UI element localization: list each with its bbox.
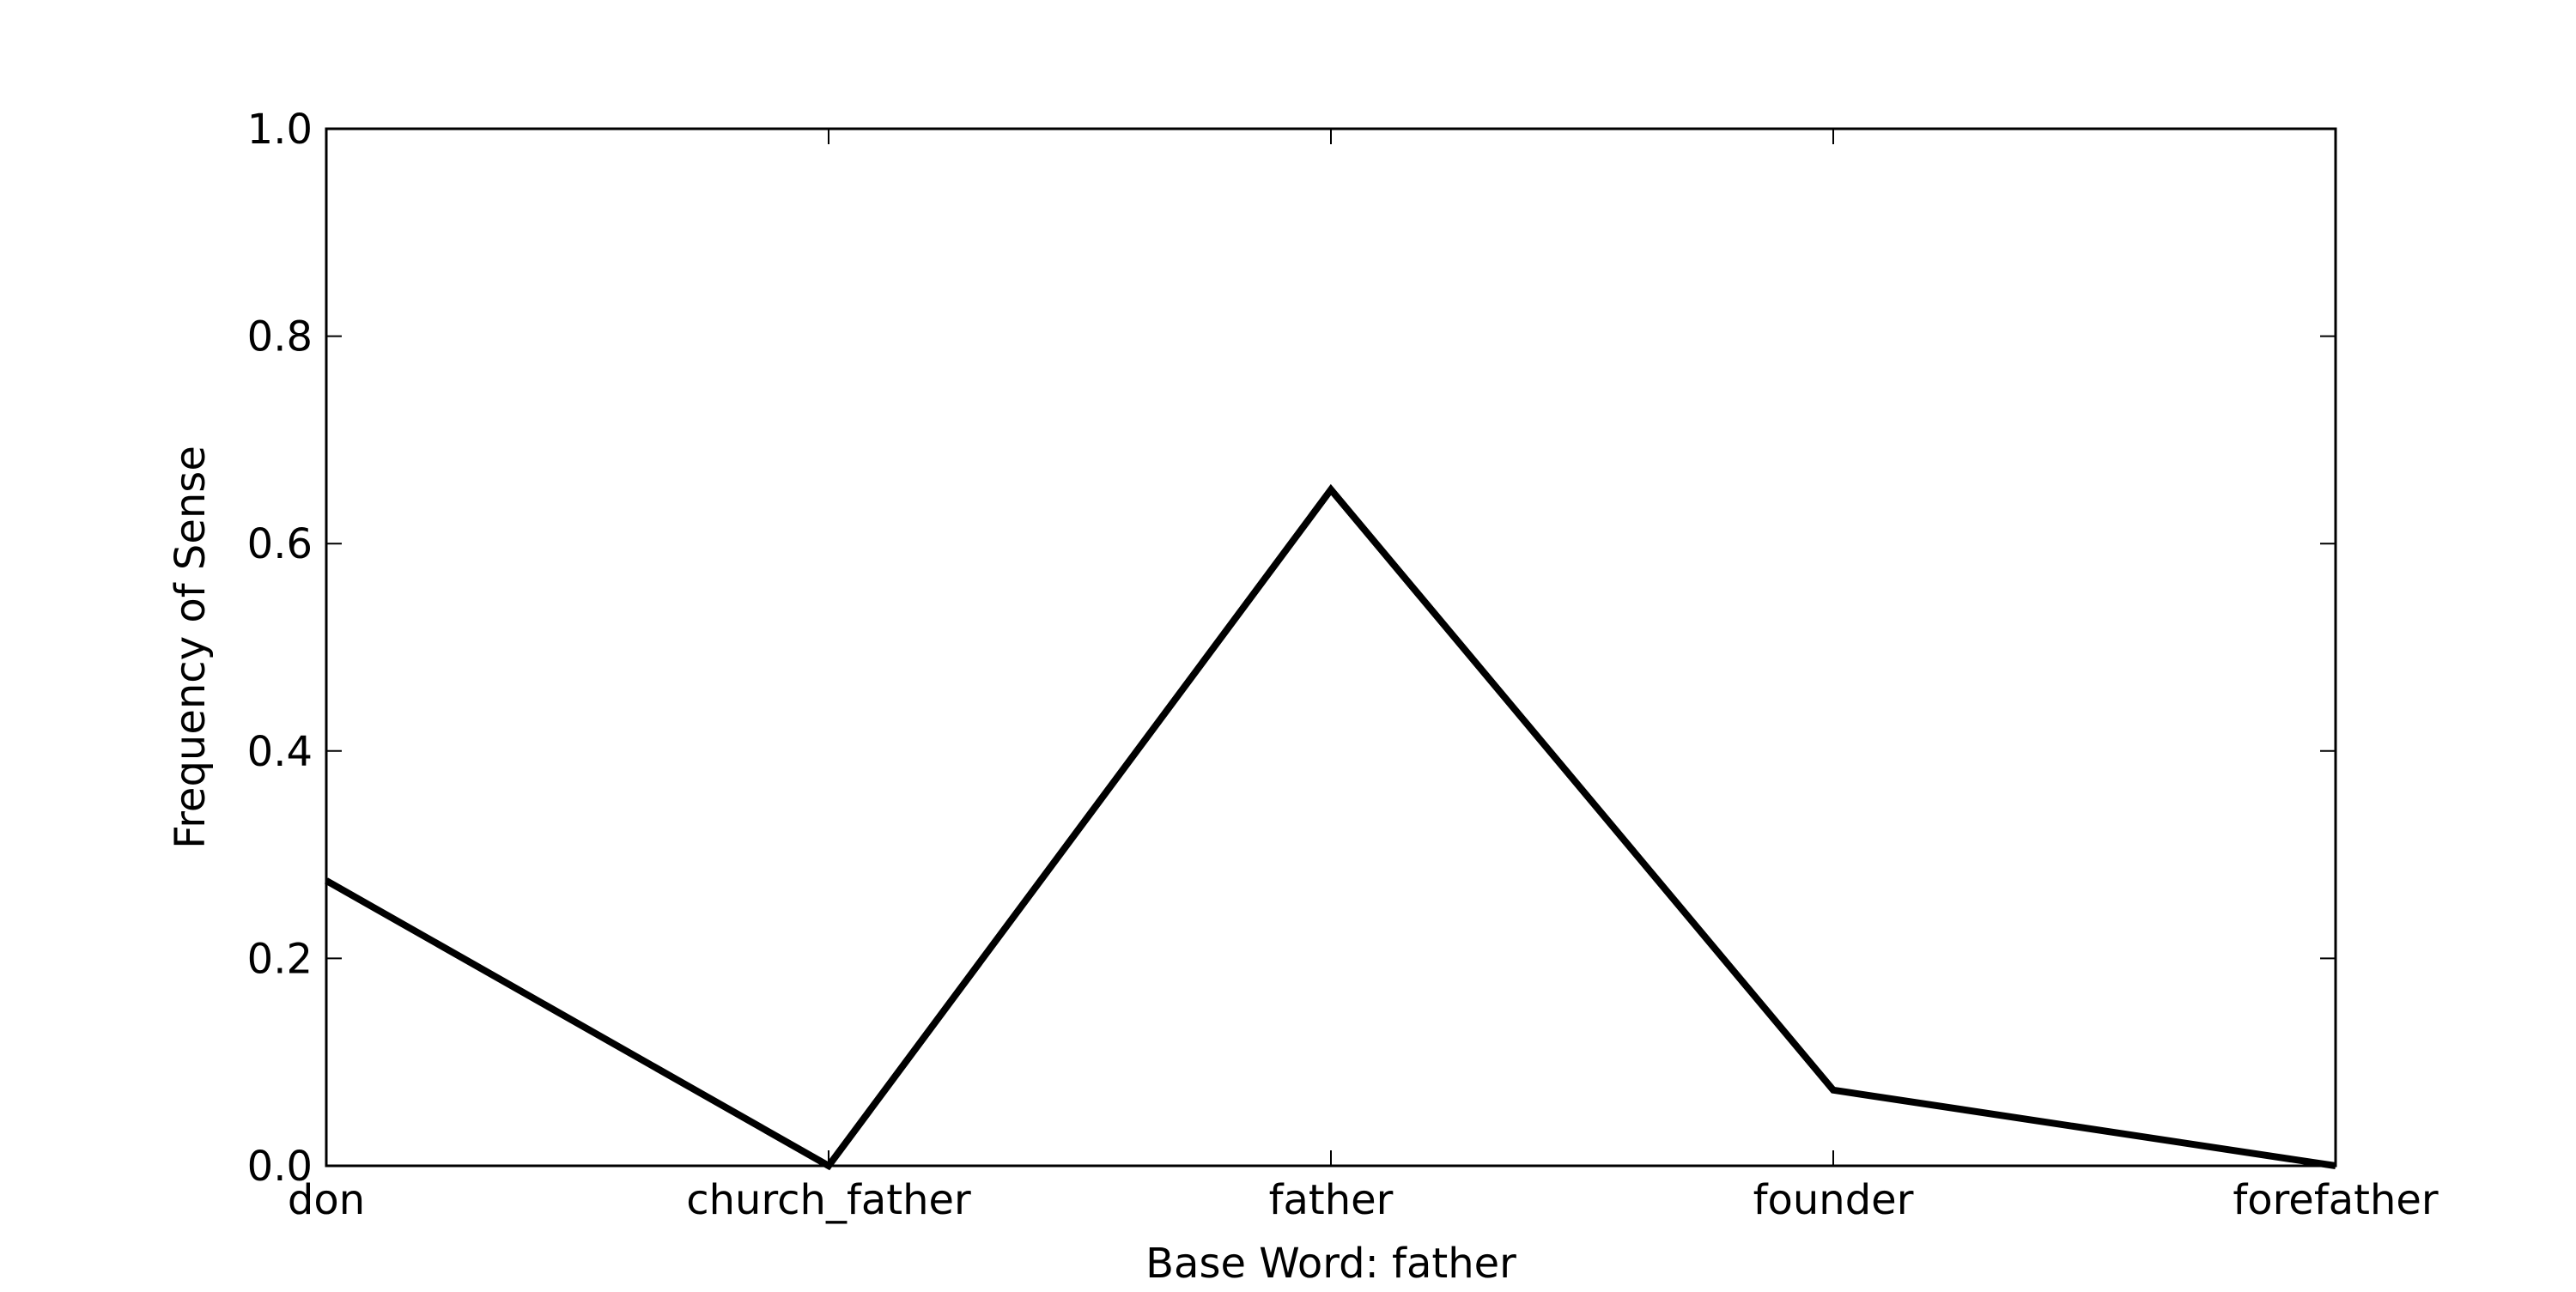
y-tick-label: 1.0 — [247, 106, 313, 154]
x-tick-label: forefather — [2233, 1176, 2439, 1224]
series-line — [325, 483, 2336, 1171]
y-tick-label: 0.8 — [247, 313, 313, 361]
y-tick-label: 0.0 — [247, 1143, 313, 1191]
labels-layer: don church_father father founder forefather 0… — [247, 106, 2439, 1224]
x-tick-label: don — [288, 1176, 365, 1224]
y-tick-label: 0.4 — [247, 728, 313, 776]
y-tick-label: 0.2 — [247, 935, 313, 983]
x-tick-label: father — [1269, 1176, 1394, 1224]
y-axis-label: Frequency of Sense — [167, 446, 215, 849]
y-tick-label: 0.6 — [247, 520, 313, 568]
series-layer — [325, 483, 2336, 1171]
x-tick-label: founder — [1753, 1176, 1914, 1224]
ticks-layer — [325, 128, 2336, 1167]
plot-frame — [325, 127, 2337, 1168]
x-axis-label: Base Word: father — [1145, 1240, 1516, 1288]
x-tick-label: church_father — [686, 1176, 971, 1224]
